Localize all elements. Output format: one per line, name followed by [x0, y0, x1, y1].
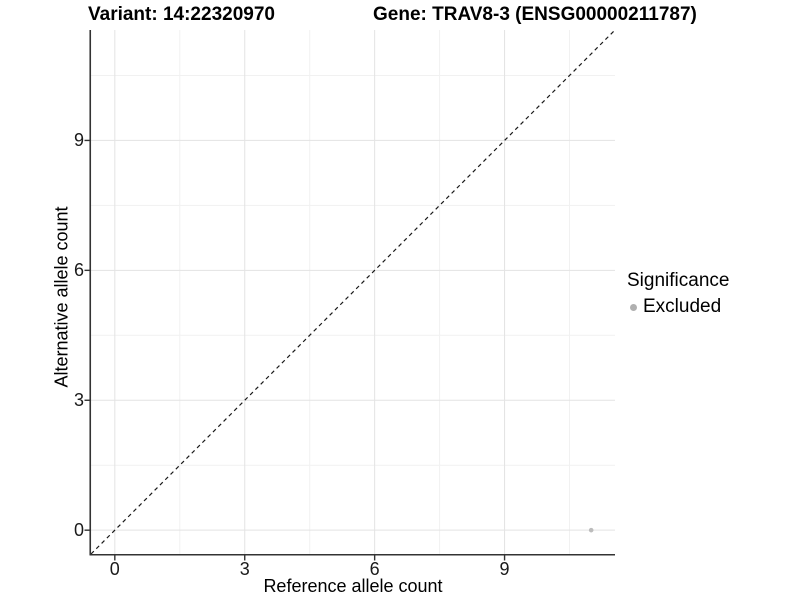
grid-minor-lines — [91, 30, 615, 554]
legend-title: Significance — [627, 270, 730, 291]
x-tick-label: 3 — [239, 559, 250, 579]
legend: Significance Excluded — [627, 270, 729, 318]
y-tick-label: 6 — [73, 260, 84, 281]
identity-dashed-line — [90, 29, 616, 555]
y-axis-title: Alternative allele count — [51, 206, 72, 388]
gene-title: Gene: TRAV8-3 (ENSG00000211787) — [373, 4, 697, 25]
tick-marks — [84, 139, 506, 561]
grid-major-lines — [91, 30, 615, 554]
x-tick-label: 0 — [109, 559, 120, 579]
variant-title: Variant: 14:22320970 — [88, 4, 275, 25]
x-axis-title: Reference allele count — [263, 576, 443, 596]
y-tick-label: 0 — [73, 520, 84, 541]
legend-item-label: Excluded — [643, 296, 722, 317]
y-tick-label: 9 — [73, 130, 84, 151]
excluded-point-icon — [630, 303, 637, 311]
data-points — [588, 527, 594, 533]
x-tick-label: 6 — [369, 559, 380, 579]
x-tick-label: 9 — [499, 559, 510, 579]
y-tick-label: 3 — [73, 390, 84, 411]
data-point — [588, 527, 594, 533]
legend-item-excluded: Excluded — [627, 296, 729, 318]
axis-lines — [89, 30, 615, 556]
